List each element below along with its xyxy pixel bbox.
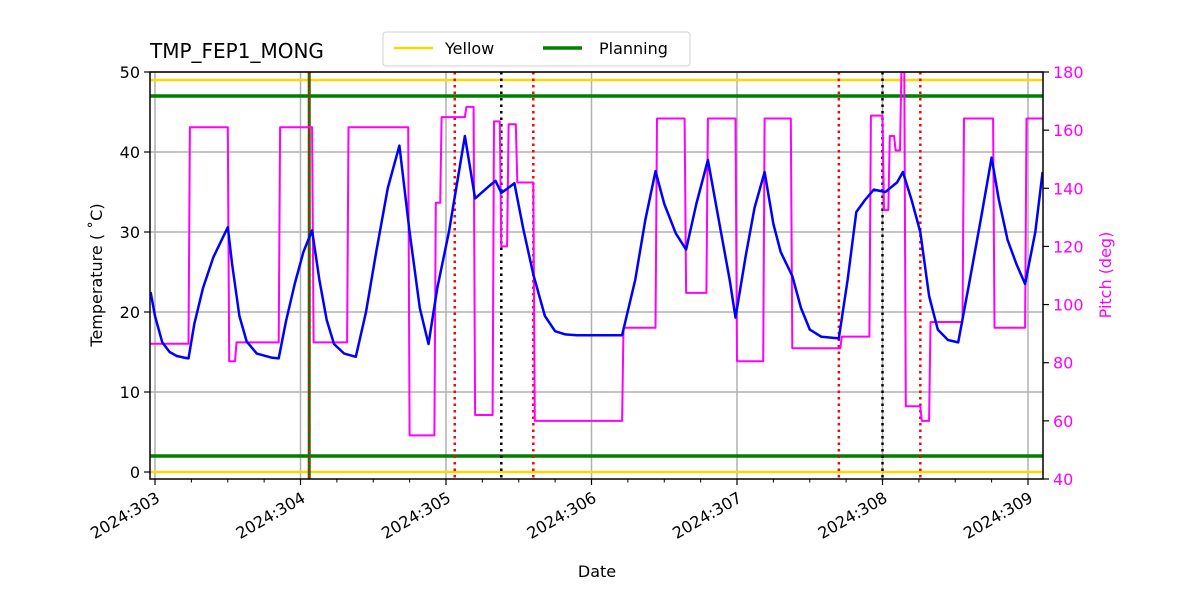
y-axis-label: Temperature ( ˚C): [87, 203, 106, 347]
limit-lines: [150, 78, 1043, 474]
y2-tick-label: 80: [1053, 354, 1073, 373]
y-tick-label: 50: [120, 63, 140, 82]
x-axis-label: Date: [578, 562, 616, 581]
pitch-line: [150, 72, 1043, 437]
y2-tick-label: 140: [1053, 179, 1084, 198]
y2-tick-label: 40: [1053, 470, 1073, 489]
legend: Yellow Planning: [382, 31, 691, 67]
x-tick-label: 2024:308: [815, 488, 891, 543]
y-axis-right: 40 60 80 100 120 140 160 180: [1043, 63, 1084, 489]
x-tick-label: 2024:303: [87, 488, 163, 543]
y-axis-left: 0 10 20 30 40 50: [120, 63, 150, 482]
x-axis: 2024:303 2024:304 2024:305 2024:306 2024:307…: [87, 479, 1036, 543]
y2-tick-label: 60: [1053, 412, 1073, 431]
y2-tick-label: 100: [1053, 296, 1084, 315]
y-tick-label: 30: [120, 223, 140, 242]
event-vertical-lines: [307, 72, 922, 479]
x-tick-label: 2024:305: [378, 488, 454, 543]
y-tick-label: 0: [130, 463, 140, 482]
y-tick-label: 10: [120, 383, 140, 402]
x-tick-label: 2024:304: [233, 488, 309, 543]
legend-planning-label: Planning: [599, 39, 668, 58]
plot-frame: [149, 71, 1044, 480]
grid-lines: [150, 71, 1043, 479]
x-tick-label: 2024:309: [960, 488, 1036, 543]
x-tick-label: 2024:306: [524, 488, 600, 543]
y2-tick-label: 120: [1053, 237, 1084, 256]
y-tick-label: 20: [120, 303, 140, 322]
data-series: [150, 72, 1043, 437]
legend-yellow-label: Yellow: [444, 39, 494, 58]
y2-tick-label: 180: [1053, 63, 1084, 82]
chart-title: TMP_FEP1_MONG: [149, 39, 324, 63]
legend-box: [382, 31, 691, 67]
y2-axis-label: Pitch (deg): [1096, 232, 1115, 319]
temperature-line: [150, 134, 1043, 360]
y2-tick-label: 160: [1053, 121, 1084, 140]
x-tick-label: 2024:307: [669, 488, 745, 543]
y-tick-label: 40: [120, 143, 140, 162]
